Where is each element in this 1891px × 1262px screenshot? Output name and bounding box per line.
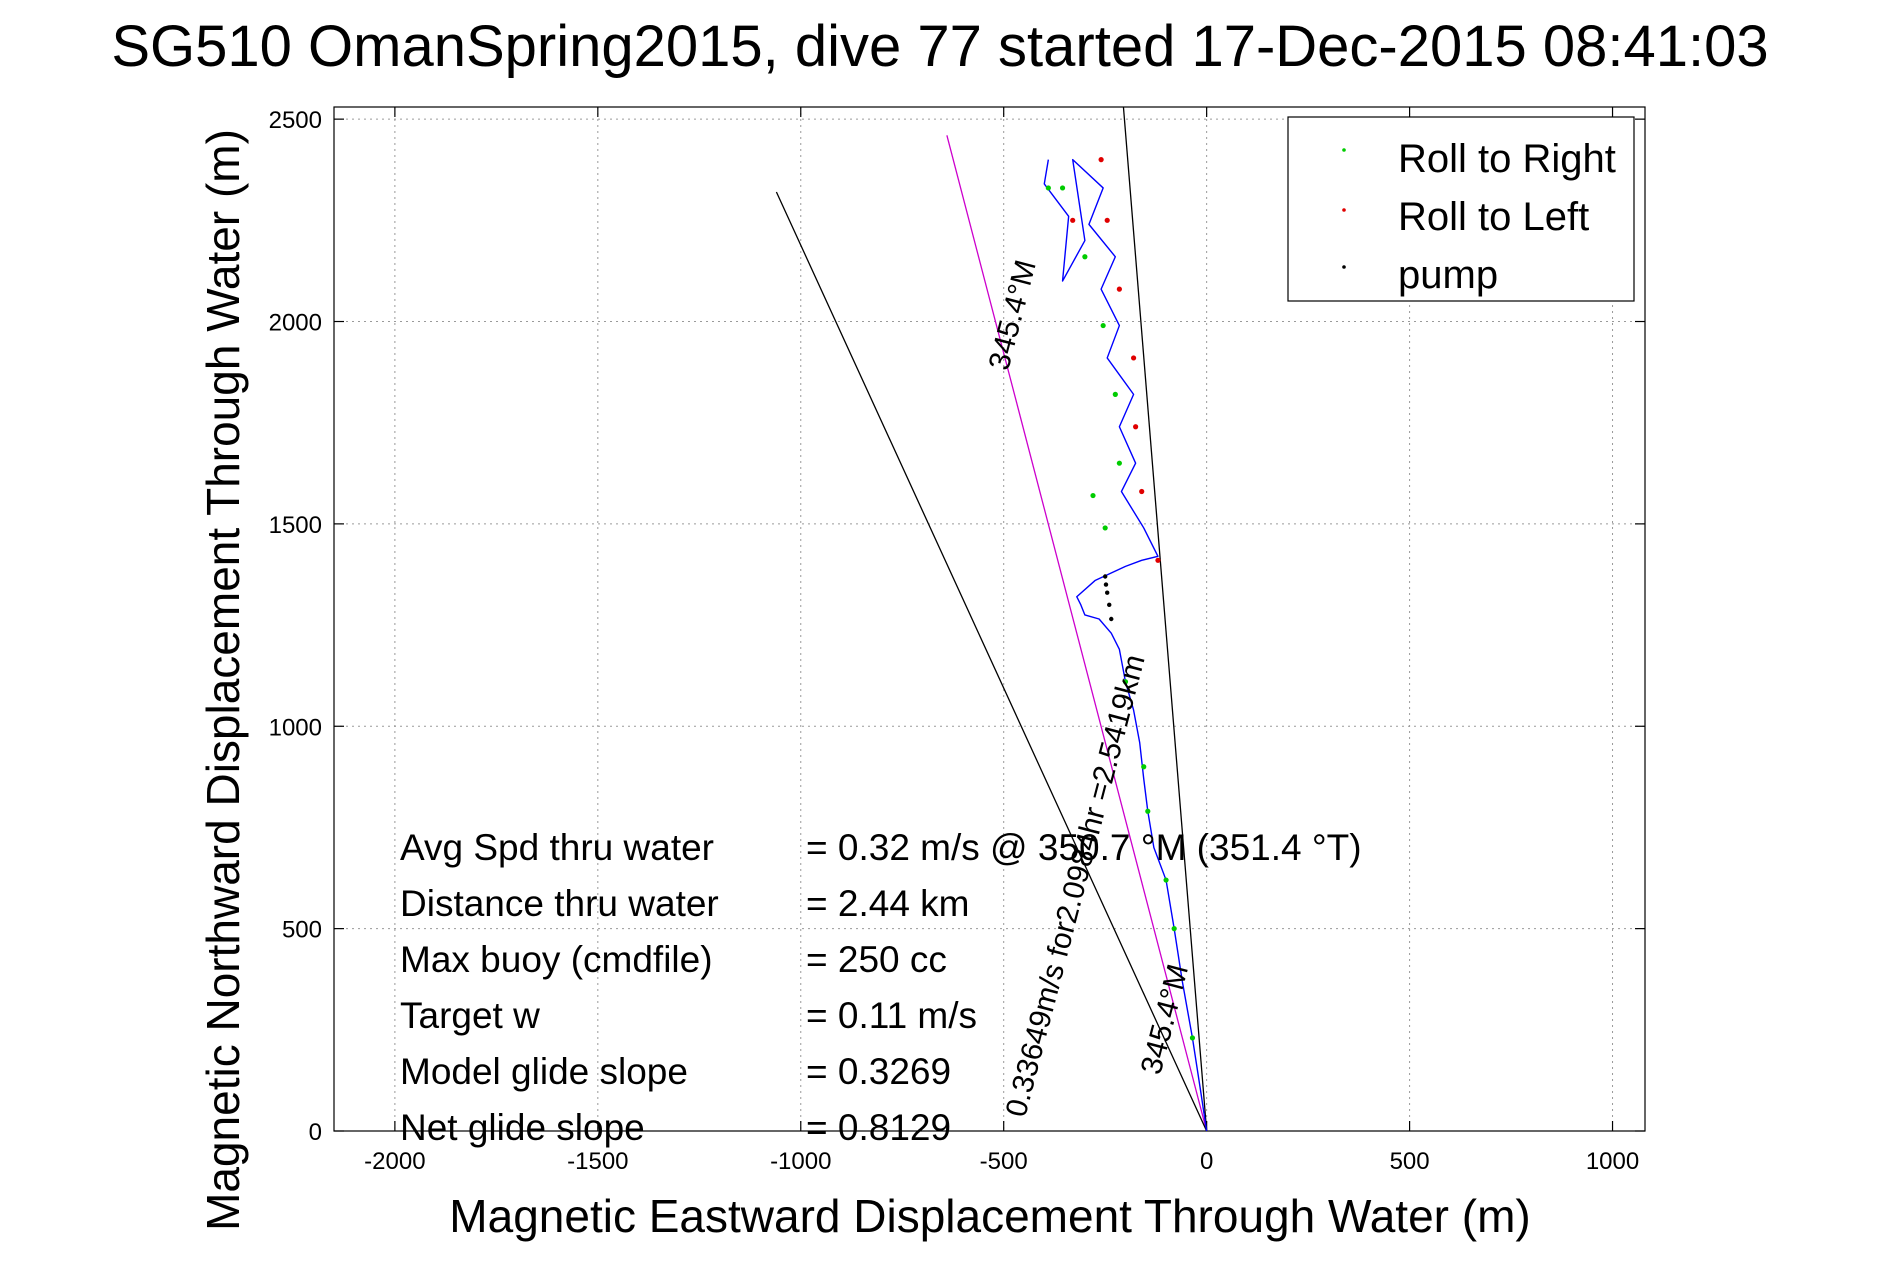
roll-right-point [1141, 764, 1147, 770]
x-tick-label: -1000 [770, 1148, 831, 1175]
roll-left-point [1070, 217, 1076, 223]
x-tick-label: -500 [980, 1148, 1028, 1175]
track-line [1043, 158, 1208, 1132]
reference-line-magenta [946, 135, 1208, 1132]
y-axis-label: Magnetic Northward Displacement Through … [197, 129, 249, 1231]
roll-right-point [1116, 460, 1122, 466]
pump-point [1105, 590, 1110, 595]
grid-lines [334, 107, 1645, 1132]
chart-title: SG510 OmanSpring2015, dive 77 started 17… [111, 14, 1768, 79]
stat-value: = 250 cc [806, 939, 947, 980]
roll-right-point [1171, 926, 1177, 932]
reference-line-black-right [1122, 106, 1208, 1132]
roll-left-point [1098, 157, 1104, 163]
legend-box [1287, 116, 1635, 302]
x-tick-label: -2000 [364, 1148, 425, 1175]
roll-right-point [1082, 254, 1088, 260]
roll-right-point [1112, 391, 1118, 397]
roll-left-point [1104, 217, 1110, 223]
legend-label-roll-left: Roll to Left [1398, 195, 1589, 239]
roll-right-point [1100, 322, 1106, 329]
x-tick-label: 0 [1200, 1148, 1213, 1175]
roll-right-point [1189, 1035, 1196, 1041]
reference-lines [775, 106, 1208, 1132]
roll-right-point [1122, 679, 1129, 685]
x-axis-label: Magnetic Eastward Displacement Through W… [449, 1190, 1530, 1242]
stat-value: = 0.11 m/s [806, 995, 977, 1036]
y-tick-label: 1500 [269, 512, 322, 539]
stats-block: Avg Spd thru water = 0.32 m/s @ 350.7 °M … [400, 827, 1362, 1148]
y-tick-label: 500 [282, 917, 322, 944]
y-tick-label: 2500 [269, 107, 322, 134]
axis-ticks: -2000 -1500 -1000 -500 0 500 1000 0 500 1000 1500 2… [269, 107, 1645, 1175]
stat-value: = 0.32 m/s @ 350.7 °M (351.4 °T) [806, 827, 1362, 868]
legend-marker-roll-right [1342, 148, 1346, 152]
x-tick-label: 500 [1390, 1148, 1430, 1175]
legend-label-roll-right: Roll to Right [1398, 137, 1616, 181]
x-tick-label: -1500 [567, 1148, 628, 1175]
legend: Roll to Right Roll to Left pump [1287, 116, 1635, 302]
y-tick-label: 2000 [269, 310, 322, 337]
roll-right-point [1102, 525, 1108, 531]
roll-right-point [1145, 808, 1151, 814]
legend-marker-pump [1342, 265, 1346, 269]
axes-frame [333, 106, 1646, 1132]
x-tick-label: 1000 [1586, 1148, 1639, 1175]
y-tick-label: 1000 [269, 714, 322, 741]
roll-right-point [1163, 877, 1169, 883]
stat-value: = 0.3269 [806, 1051, 951, 1092]
stat-label: Avg Spd thru water [400, 827, 714, 868]
roll-right-point [1090, 492, 1096, 499]
pump-point [1103, 582, 1109, 587]
roll-right-point [1045, 185, 1051, 191]
pump-point [1107, 602, 1112, 608]
legend-marker-roll-left [1342, 208, 1346, 212]
stat-label: Model glide slope [400, 1051, 688, 1092]
pump-point [1102, 574, 1108, 579]
roll-left-point [1130, 355, 1137, 361]
roll-left-point [1116, 286, 1122, 292]
stat-label: Target w [400, 995, 540, 1036]
reference-line-black-left [775, 191, 1208, 1132]
roll-right-point [1059, 185, 1066, 191]
stat-value: = 0.8129 [806, 1107, 951, 1148]
stat-value: = 2.44 km [806, 883, 970, 924]
pump-point [1109, 616, 1114, 622]
glider-track [1043, 158, 1208, 1132]
stat-label: Max buoy (cmdfile) [400, 939, 713, 980]
stat-label: Net glide slope [400, 1107, 645, 1148]
roll-left-point [1139, 488, 1145, 495]
y-tick-label: 0 [309, 1119, 322, 1146]
stat-label: Distance thru water [400, 883, 719, 924]
legend-label-pump: pump [1398, 253, 1498, 297]
roll-left-point [1133, 424, 1139, 430]
roll-left-point [1155, 557, 1161, 563]
roll-markers [1045, 157, 1196, 1041]
